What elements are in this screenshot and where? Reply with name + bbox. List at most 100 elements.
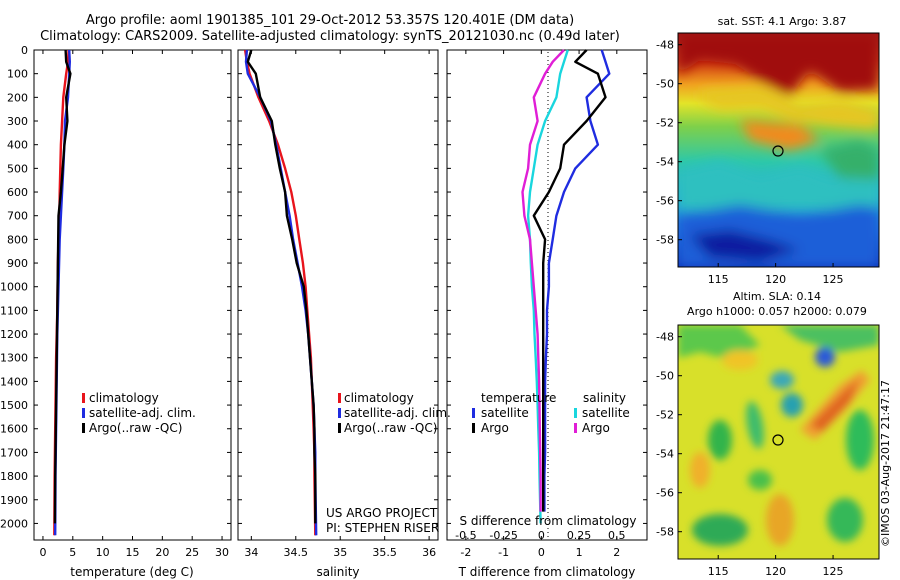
salinity-plot-frame [237, 49, 439, 541]
difference-plot-frame [446, 49, 648, 541]
lon-tick-label: 125 [823, 273, 844, 286]
difference-legend: temperature salinity satellite Argo sate… [472, 391, 630, 435]
sla-map-frame [677, 324, 880, 560]
s-difference-axis-label: S difference from climatology [460, 514, 637, 528]
lat-tick-label: -48 [656, 331, 674, 344]
legend-swatch-climatology [338, 393, 341, 403]
secondary-tick-label: -0.5 [455, 529, 476, 542]
secondary-tick-label: 0.25 [567, 529, 592, 542]
depth-tick-label: 200 [7, 91, 28, 104]
sla-map-lon-ticks: 115 120 125 [708, 555, 844, 578]
x-tick-label: -2 [460, 546, 471, 559]
t-difference-axis-label: T difference from climatology [458, 565, 636, 579]
temperature-profile-lines [53, 49, 72, 536]
figure-title-line2: Climatology: CARS2009. Satellite-adjuste… [40, 29, 620, 44]
depth-tick-label: 2000 [0, 517, 28, 530]
x-tick-label: 35 [333, 546, 347, 559]
legend-swatch-argo [338, 423, 341, 433]
legend-label-satellite: satellite-adj. clim. [89, 406, 196, 420]
x-tick-label: 15 [126, 546, 140, 559]
depth-tick-label: 400 [7, 139, 28, 152]
depth-tick-label: 500 [7, 162, 28, 175]
depth-tick-label: 100 [7, 68, 28, 81]
argo-location-marker [772, 145, 784, 157]
salinity-legend: climatology satellite-adj. clim. Argo(..… [338, 391, 451, 435]
lon-tick-label: 115 [708, 565, 729, 578]
imos-timestamp: ©IMOS 03-Aug-2017 21:47:17 [879, 380, 892, 547]
legend-swatch-satellite [82, 408, 85, 418]
x-tick-label: 35.5 [372, 546, 397, 559]
sst-map-panel: sat. SST: 4.1 Argo: 3.87 -48 -50 -52 -54 -56… [656, 15, 880, 286]
sla-map-lat-ticks: -48 -50 -52 -54 -56 -58 [656, 331, 682, 539]
x-tick-label: 2 [613, 546, 620, 559]
depth-tick-label: 900 [7, 257, 28, 270]
series-line-argo-raw-qc- [53, 49, 72, 524]
x-tick-label: 0 [538, 546, 545, 559]
lat-tick-label: -50 [656, 78, 674, 91]
legend-label-t-argo: Argo [481, 421, 509, 435]
sst-map-frame [677, 32, 880, 268]
lon-tick-label: 120 [765, 273, 786, 286]
depth-tick-label: 1800 [0, 470, 28, 483]
sla-map-title-line1: Altim. SLA: 0.14 [733, 290, 821, 303]
x-tick-label: 36 [422, 546, 436, 559]
lat-tick-label: -52 [656, 409, 674, 422]
secondary-tick-label: -0.25 [489, 529, 517, 542]
legend-swatch-s-satellite [574, 408, 577, 418]
legend-label-t-satellite: satellite [481, 406, 529, 420]
sla-heatmap [678, 325, 879, 559]
lat-tick-label: -58 [656, 234, 674, 247]
t-difference-axis-ticks: -2 -1 0 1 2 [460, 50, 620, 559]
sla-map-title-line2: Argo h1000: 0.057 h2000: 0.079 [687, 305, 867, 318]
legend-salinity-header: salinity [583, 391, 626, 405]
temperature-axis-ticks: 0 5 10 15 20 25 30 [39, 50, 229, 559]
sst-heatmap [678, 33, 879, 267]
lat-tick-label: -54 [656, 448, 674, 461]
temperature-profile-panel: 0100200300400500600700800900100011001200… [0, 44, 647, 579]
legend-label-argo: Argo(..raw -QC) [89, 421, 182, 435]
secondary-tick-label: 0.5 [608, 529, 626, 542]
lon-tick-label: 125 [823, 565, 844, 578]
x-tick-label: 5 [69, 546, 76, 559]
sla-map-panel: Altim. SLA: 0.14 Argo h1000: 0.057 h2000… [656, 290, 880, 578]
legend-label-s-satellite: satellite [582, 406, 630, 420]
depth-tick-label: 1700 [0, 446, 28, 459]
x-tick-label: 30 [215, 546, 229, 559]
x-tick-label: 25 [185, 546, 199, 559]
argo-location-marker [772, 434, 784, 446]
depth-tick-label: 600 [7, 186, 28, 199]
lat-tick-label: -52 [656, 117, 674, 130]
difference-profile-panel: -2 -1 0 1 2 -0.5 -0.25 0 0.25 0.5 S difference f… [446, 49, 648, 579]
depth-tick-label: 1900 [0, 494, 28, 507]
legend-label-argo: Argo(..raw -QC) [344, 421, 437, 435]
sst-map-lat-ticks: -48 -50 -52 -54 -56 -58 [656, 39, 682, 247]
sst-map-lon-ticks: 115 120 125 [708, 263, 844, 286]
x-tick-label: 0 [39, 546, 46, 559]
legend-label-satellite: satellite-adj. clim. [344, 406, 451, 420]
x-tick-label: 1 [576, 546, 583, 559]
x-tick-label: 10 [96, 546, 110, 559]
depth-tick-label: 0 [21, 44, 28, 57]
series-line-salinity-argo [521, 49, 565, 512]
lat-tick-label: -48 [656, 39, 674, 52]
legend-swatch-t-satellite [472, 408, 475, 418]
legend-label-climatology: climatology [344, 391, 414, 405]
legend-swatch-climatology [82, 393, 85, 403]
x-tick-label: 34 [244, 546, 258, 559]
depth-tick-label: 1300 [0, 352, 28, 365]
lat-tick-label: -54 [656, 156, 674, 169]
lat-tick-label: -56 [656, 195, 674, 208]
legend-label-climatology: climatology [89, 391, 159, 405]
x-tick-label: -1 [498, 546, 509, 559]
legend-label-s-argo: Argo [582, 421, 610, 435]
depth-tick-label: 1500 [0, 399, 28, 412]
secondary-tick-label: 0 [538, 529, 545, 542]
series-line-temperature-argo [532, 49, 607, 512]
difference-profile-lines [521, 49, 611, 524]
figure-title-line1: Argo profile: aoml 1901385_101 29-Oct-20… [85, 13, 575, 28]
depth-tick-label: 700 [7, 210, 28, 223]
salinity-profile-lines [243, 49, 318, 536]
series-line-temperature-satellite [543, 49, 611, 512]
lat-tick-label: -50 [656, 370, 674, 383]
